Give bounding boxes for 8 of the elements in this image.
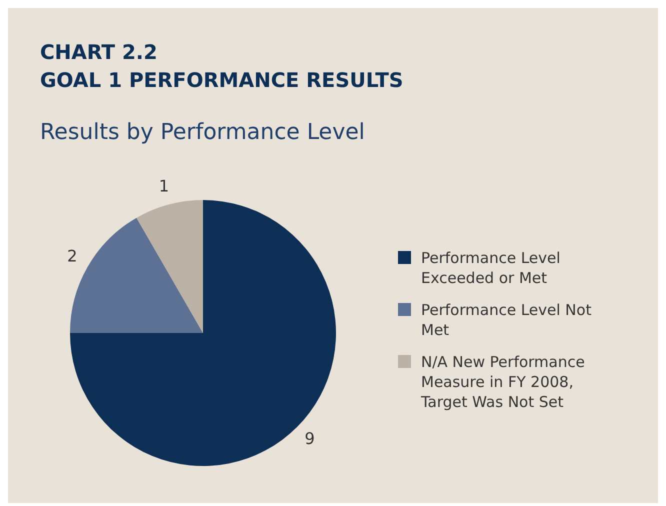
data-label: 2 [67, 246, 78, 266]
data-label: 1 [158, 176, 170, 196]
chart-subtitle: Results by Performance Level [40, 120, 365, 145]
data-label: 9 [304, 428, 315, 448]
legend-label: Performance Level Not Met [421, 300, 592, 340]
chart-title: CHART 2.2 GOAL 1 PERFORMANCE RESULTS [40, 39, 404, 94]
legend-label: Performance Level Exceeded or Met [421, 248, 562, 288]
legend-label: N/A New Performance Measure in FY 2008, Target Was Not Set [421, 352, 586, 412]
